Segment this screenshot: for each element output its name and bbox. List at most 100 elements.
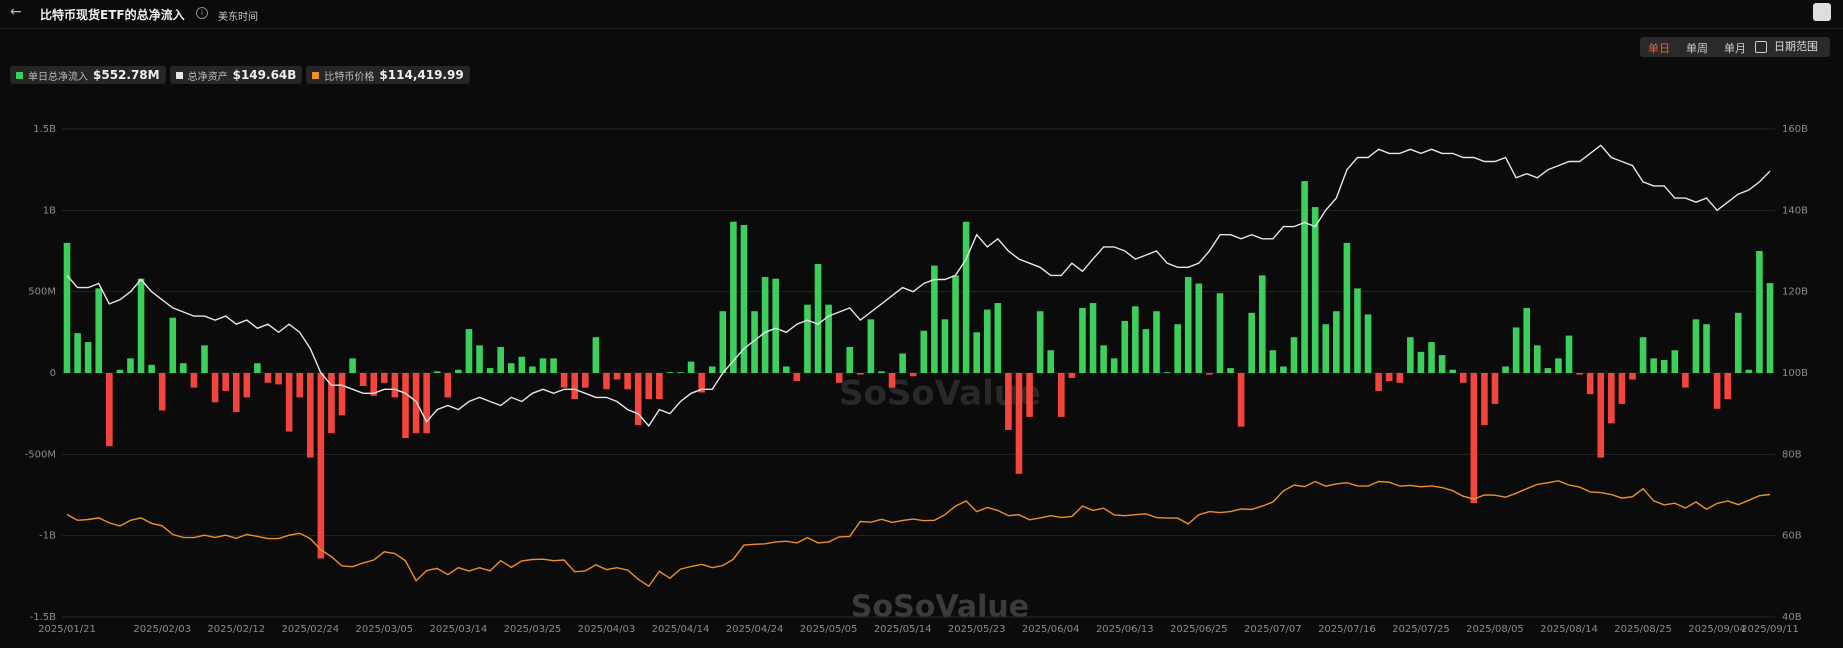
bar [846, 346, 854, 373]
bar [1608, 373, 1615, 424]
period-tab[interactable]: 单月 [1724, 42, 1746, 55]
bar [1269, 350, 1277, 373]
legend-item[interactable]: 总净资产 $149.64B [169, 66, 303, 84]
bar [1407, 337, 1414, 373]
bar [444, 373, 452, 398]
bar [1576, 373, 1583, 375]
bar [285, 373, 293, 432]
y-tick-label: -1B [39, 531, 56, 542]
bar [211, 373, 219, 403]
bar [1005, 373, 1012, 430]
bar [793, 373, 801, 382]
x-tick-label: 2025/05/14 [874, 624, 932, 635]
bar [1385, 373, 1393, 382]
bar [1280, 366, 1287, 373]
legend-item[interactable]: 比特币价格 $114,419.99 [306, 66, 470, 84]
bar [656, 373, 663, 400]
bar [1724, 373, 1731, 400]
legend-label: 比特币价格 [324, 71, 375, 83]
bar [1132, 306, 1139, 373]
x-tick-label: 2025/02/03 [133, 624, 191, 635]
bar [761, 277, 769, 373]
legend-swatch [16, 71, 23, 79]
x-tick-label: 2025/07/25 [1392, 624, 1450, 635]
bar [782, 366, 790, 373]
bar [687, 361, 695, 373]
bar [550, 358, 557, 373]
bar [1195, 283, 1203, 373]
x-tick-label: 2025/07/16 [1318, 624, 1376, 635]
bar [137, 278, 145, 373]
bar [529, 366, 536, 373]
x-tick-label: 2025/04/03 [578, 624, 636, 635]
bar [433, 371, 441, 373]
bar [507, 363, 515, 373]
bar [1555, 358, 1562, 373]
date-range-button[interactable]: 日期范围 [1746, 37, 1830, 57]
bar [730, 221, 737, 373]
x-tick-label: 2025/08/05 [1466, 624, 1524, 635]
bar [645, 373, 653, 400]
legend-value: $149.64B [232, 68, 297, 82]
bar [264, 373, 272, 383]
bar [624, 373, 631, 390]
x-tick-label: 2025/06/13 [1096, 624, 1154, 635]
bar [751, 311, 758, 373]
bar [973, 332, 980, 373]
y2-tick-label: 80B [1782, 449, 1802, 460]
bar [127, 358, 134, 373]
bar [1216, 293, 1224, 373]
bar [708, 366, 716, 373]
title: 比特币现货ETF的总净流入 [40, 8, 185, 22]
x-tick-label: 2025/08/14 [1540, 624, 1598, 635]
back-button[interactable]: ← [10, 4, 22, 20]
legend-label: 单日总净流入 [28, 71, 88, 83]
x-tick-label: 2025/09/11 [1741, 624, 1799, 635]
bar [423, 373, 430, 434]
x-tick-label: 2025/02/12 [207, 624, 265, 635]
bar [857, 373, 864, 375]
y-tick-label: 0 [50, 368, 56, 379]
bar [1311, 207, 1319, 373]
bar [814, 264, 822, 373]
bar [1417, 351, 1425, 373]
bar [634, 373, 642, 426]
bar [1533, 345, 1541, 373]
legend: 单日总净流入 $552.78M 总净资产 $149.64B 比特币价格 $114,419.… [10, 66, 470, 84]
bar [920, 330, 928, 373]
bar [1290, 337, 1298, 373]
bar [243, 373, 251, 398]
info-icon[interactable]: i [196, 7, 208, 19]
bar [106, 373, 113, 447]
bar [455, 369, 462, 373]
bar [719, 311, 727, 373]
bar [1163, 372, 1171, 373]
bar [1544, 368, 1552, 373]
bar [306, 373, 314, 458]
bar [180, 363, 187, 373]
bar [994, 303, 1002, 373]
x-tick-label: 2025/03/14 [430, 624, 488, 635]
header: ← 比特币现货ETF的总净流入 i 美东时间 [0, 0, 1843, 29]
period-tab[interactable]: 单周 [1686, 42, 1708, 55]
bar [1375, 373, 1382, 391]
share-button[interactable] [1813, 3, 1831, 21]
bar [296, 373, 304, 398]
bar [1258, 275, 1266, 373]
bar [1512, 327, 1520, 373]
bar [338, 373, 346, 416]
bar [867, 319, 875, 373]
legend-item[interactable]: 单日总净流入 $552.78M [10, 66, 166, 84]
bar [1206, 373, 1213, 375]
bar [1184, 277, 1192, 373]
period-tab[interactable]: 单日 [1648, 42, 1670, 55]
y-tick-label: 500M [28, 287, 56, 298]
x-tick-label: 2025/05/05 [800, 624, 858, 635]
bar [275, 373, 282, 385]
x-tick-label: 2025/08/25 [1614, 624, 1672, 635]
bar [391, 373, 399, 398]
bar [1639, 337, 1647, 373]
bar [613, 373, 621, 380]
bar [317, 373, 325, 559]
